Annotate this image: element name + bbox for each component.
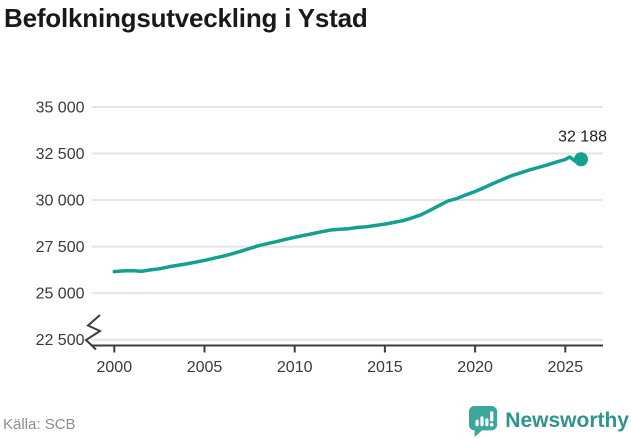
population-line — [112, 155, 583, 274]
end-point-dot — [574, 152, 588, 167]
chart-footer: Källa: SCB Newsworthy — [0, 402, 631, 439]
x-tick-label: 2025 — [548, 359, 584, 376]
x-tick-label: 2015 — [367, 359, 403, 376]
x-axis-ticks — [113, 345, 567, 353]
newsworthy-logo-icon — [469, 405, 498, 437]
axis-break-icon — [84, 314, 103, 351]
y-tick-label: 35 000 — [36, 99, 85, 116]
x-tick-label: 2020 — [457, 359, 493, 376]
series-layer — [112, 152, 588, 274]
brand-name: Newsworthy — [505, 409, 629, 432]
y-tick-label: 30 000 — [36, 193, 85, 210]
page-title: Befolkningsutveckling i Ystad — [4, 3, 368, 33]
source-label: Källa: SCB — [3, 416, 76, 433]
logo-bars-glyph — [475, 410, 494, 427]
y-tick-label: 22 500 — [36, 332, 85, 349]
x-tick-label: 2000 — [97, 359, 133, 376]
x-axis-labels: 2000 2005 2010 2015 2020 2025 — [97, 359, 584, 376]
gridline-layer — [92, 105, 603, 341]
y-tick-label: 25 000 — [36, 286, 85, 303]
x-tick-label: 2005 — [187, 359, 223, 376]
x-tick-label: 2010 — [277, 359, 313, 376]
y-axis-labels: 35 000 32 500 30 000 27 500 25 000 22 500 — [36, 99, 85, 349]
y-tick-label: 32 500 — [36, 146, 85, 163]
y-tick-label: 27 500 — [36, 239, 85, 256]
newsworthy-brand-link[interactable]: Newsworthy — [468, 404, 629, 438]
end-value-label: 32 188 — [558, 129, 607, 146]
